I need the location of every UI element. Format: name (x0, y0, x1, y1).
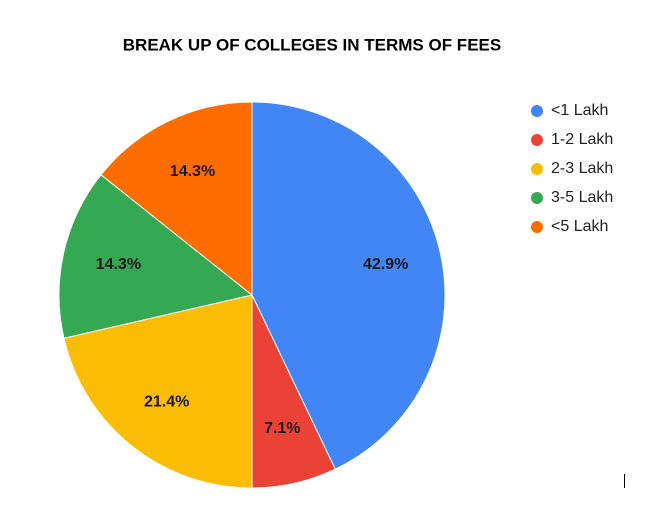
pie-slice (63, 294, 253, 489)
data-label: 14.3% (170, 163, 215, 180)
legend-marker (531, 221, 543, 233)
chart-title: BREAK UP OF COLLEGES IN TERMS OF FEES (123, 35, 501, 54)
legend-marker (531, 192, 543, 204)
legend-label: 1-2 Lakh (551, 131, 613, 148)
data-label: 14.3% (96, 256, 141, 273)
data-label: 21.4% (144, 393, 189, 410)
legend-label: <5 Lakh (551, 218, 608, 235)
legend-label: 3-5 Lakh (551, 189, 613, 206)
data-label: 7.1% (264, 420, 300, 437)
legend-marker (531, 163, 543, 175)
legend-label: <1 Lakh (551, 102, 608, 119)
pie-slice (100, 101, 253, 297)
legend-label: 2-3 Lakh (551, 160, 613, 177)
pie-slice (251, 101, 446, 470)
data-label: 42.9% (363, 256, 408, 273)
legend-marker (531, 134, 543, 146)
pie-slice (58, 174, 254, 339)
legend-marker (531, 105, 543, 117)
